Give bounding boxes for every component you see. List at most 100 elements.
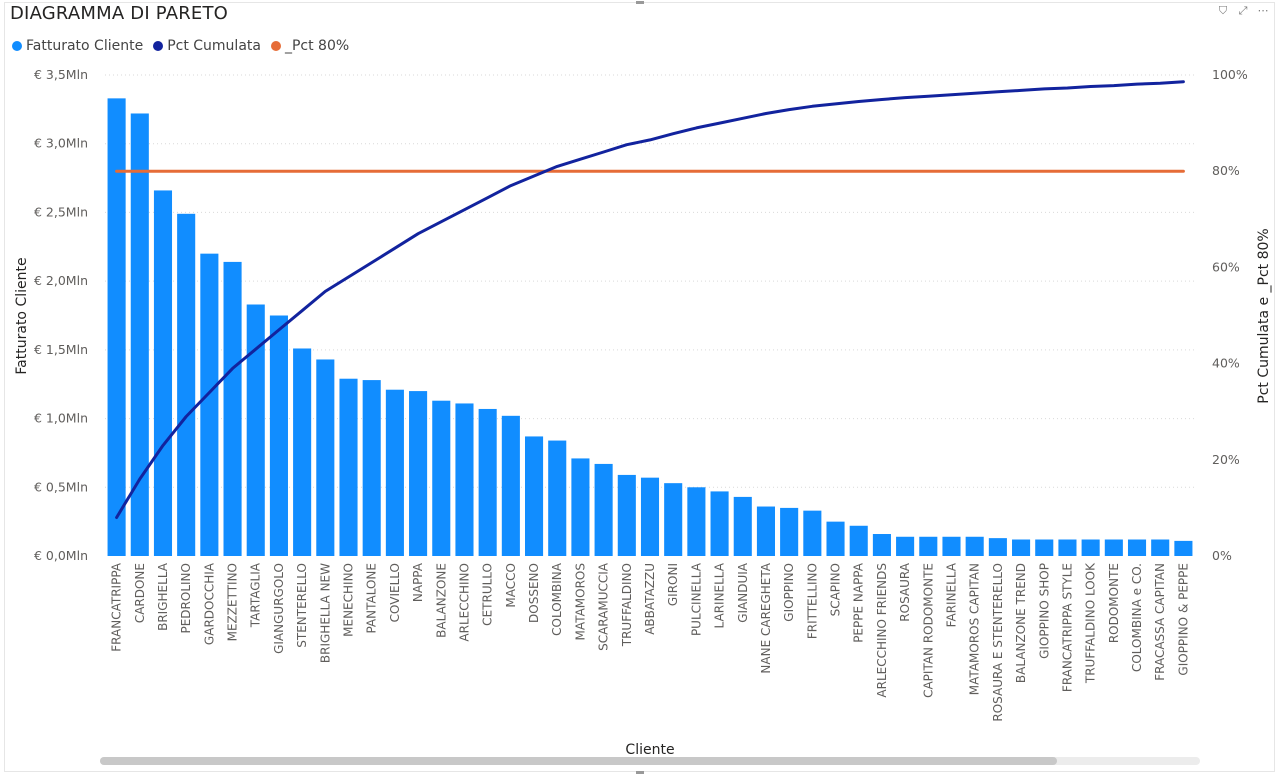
bar [385,389,404,556]
bar [223,261,242,556]
y-axis-title: Fatturato Cliente [14,257,30,374]
x-axis-category-label: PEDROLINO [179,563,193,634]
bar [548,440,567,556]
bar [200,253,219,556]
x-axis-category-label: GIANDUIA [736,562,750,623]
x-axis-category-label: MACCO [504,563,518,608]
bar [153,190,173,556]
legend-marker-fatturato [12,41,22,51]
y2-axis-tick-label: 40% [1212,356,1240,371]
x-axis-category-label: GIANGURGOLO [272,563,286,654]
bar [1081,539,1100,556]
pct-cumulata-line [115,80,1185,519]
x-axis-category-label: ARLECCHINO FRIENDS [875,563,889,698]
legend-item-fatturato[interactable]: Fatturato Cliente [12,38,143,54]
x-axis-category-label: FRITTELLINO [805,563,819,639]
y-axis-tick-label: € 0,0Mln [34,548,88,563]
x-axis-category-label: ROSAURA [898,562,912,621]
chart-title: DIAGRAMMA DI PARETO [10,3,229,24]
legend-item-pct-80[interactable]: _Pct 80% [270,38,350,54]
x-axis-category-label: PEPPE NAPPA [852,562,866,643]
bar [1127,539,1147,556]
legend-label-fatturato: Fatturato Cliente [26,38,144,54]
x-axis-category-label: LARINELLA [713,562,727,628]
x-axis-category-label: CETRULLO [481,563,495,626]
x-axis-category-label: PANTALONE [365,563,379,634]
bar [780,507,799,556]
bar [733,496,752,556]
x-axis-category-label: MEZZETTINO [226,563,240,641]
bar [640,477,660,556]
bar [1058,539,1077,556]
bar [803,510,822,556]
bar [988,538,1007,556]
x-axis-category-label: GIRONI [666,563,680,606]
bar [339,378,358,556]
legend-marker-pct-80 [270,41,281,51]
visual-header-icons: ⛉ ⤢ ⋯ [1216,4,1270,18]
bar [849,525,868,556]
x-axis-category-label: GIOPPINO SHOP [1037,563,1051,659]
bar [501,415,520,556]
x-axis-category-label: COVIELLO [388,563,402,622]
x-axis-category-label: SCARAMUCCIA [597,562,611,651]
bar [1151,539,1170,556]
bar [965,536,984,556]
x-axis-category-label: GIOPPINO & PEPPE [1176,563,1190,676]
x-axis-category-label: FARINELLA [944,562,958,627]
y2-axis-tick-label: 20% [1212,452,1240,467]
bar [1174,540,1193,556]
resize-handle-top[interactable] [636,1,644,4]
x-axis-category-label: FRANCATRIPPA [110,562,124,652]
bar [1104,539,1123,556]
bar [409,391,428,556]
y2-axis-title: Pct Cumulata e _Pct 80% [1256,228,1272,404]
bar [594,463,613,556]
x-axis-category-label: ROSAURA E STENTERELLO [991,563,1005,722]
bar [1035,539,1054,556]
x-axis-category-label: RODOMONTE [1107,563,1121,643]
bar [130,113,149,556]
y2-axis-tick-label: 0% [1212,548,1232,563]
x-axis-category-label: BRIGHELLA [156,562,170,631]
bar [710,491,729,556]
filter-icon[interactable]: ⛉ [1218,4,1228,17]
bar [687,487,706,556]
x-axis-category-label: COLOMBINA [550,562,564,636]
bar [826,521,845,556]
bar [177,213,196,556]
legend-marker-pct-cumulata [153,41,164,51]
y-axis-tick-label: € 2,0Mln [34,273,88,288]
bar [571,458,590,556]
bar [896,536,915,556]
y-axis-tick-label: € 1,5Mln [34,342,88,357]
horizontal-scrollbar-thumb[interactable] [100,757,1057,765]
x-axis-category-label: STENTERELLO [295,563,309,648]
bar [478,408,497,556]
more-options-icon[interactable]: ⋯ [1257,4,1269,17]
x-axis-category-label: SCAPINO [829,563,843,616]
bar [362,380,381,556]
x-axis-category-label: BALANZONE TREND [1014,563,1028,683]
x-axis-category-label: TRUFFALDINO LOOK [1084,562,1098,684]
y-axis-tick-label: € 3,0Mln [34,136,88,151]
x-axis-category-label: ABBATAZZU [643,563,657,635]
y2-axis-tick-label: 80% [1212,163,1240,178]
bar [246,304,265,556]
x-axis-category-label: PULCINELLA [689,562,703,636]
legend-label-pct-80: _Pct 80% [284,38,350,54]
bar [316,359,335,556]
resize-handle-bottom[interactable] [636,771,644,774]
bar [617,474,636,556]
x-axis-category-label: BRIGHELLA NEW [318,563,332,663]
legend-label-pct-cumulata: Pct Cumulata [167,38,261,54]
bar [107,98,126,556]
legend-item-pct-cumulata[interactable]: Pct Cumulata [153,38,261,54]
bar [293,348,312,556]
x-axis-category-label: TARTAGLIA [249,562,263,628]
focus-mode-icon[interactable]: ⤢ [1238,4,1248,17]
bar [942,536,961,556]
bar [524,436,544,556]
y2-axis-tick-label: 60% [1212,259,1240,274]
